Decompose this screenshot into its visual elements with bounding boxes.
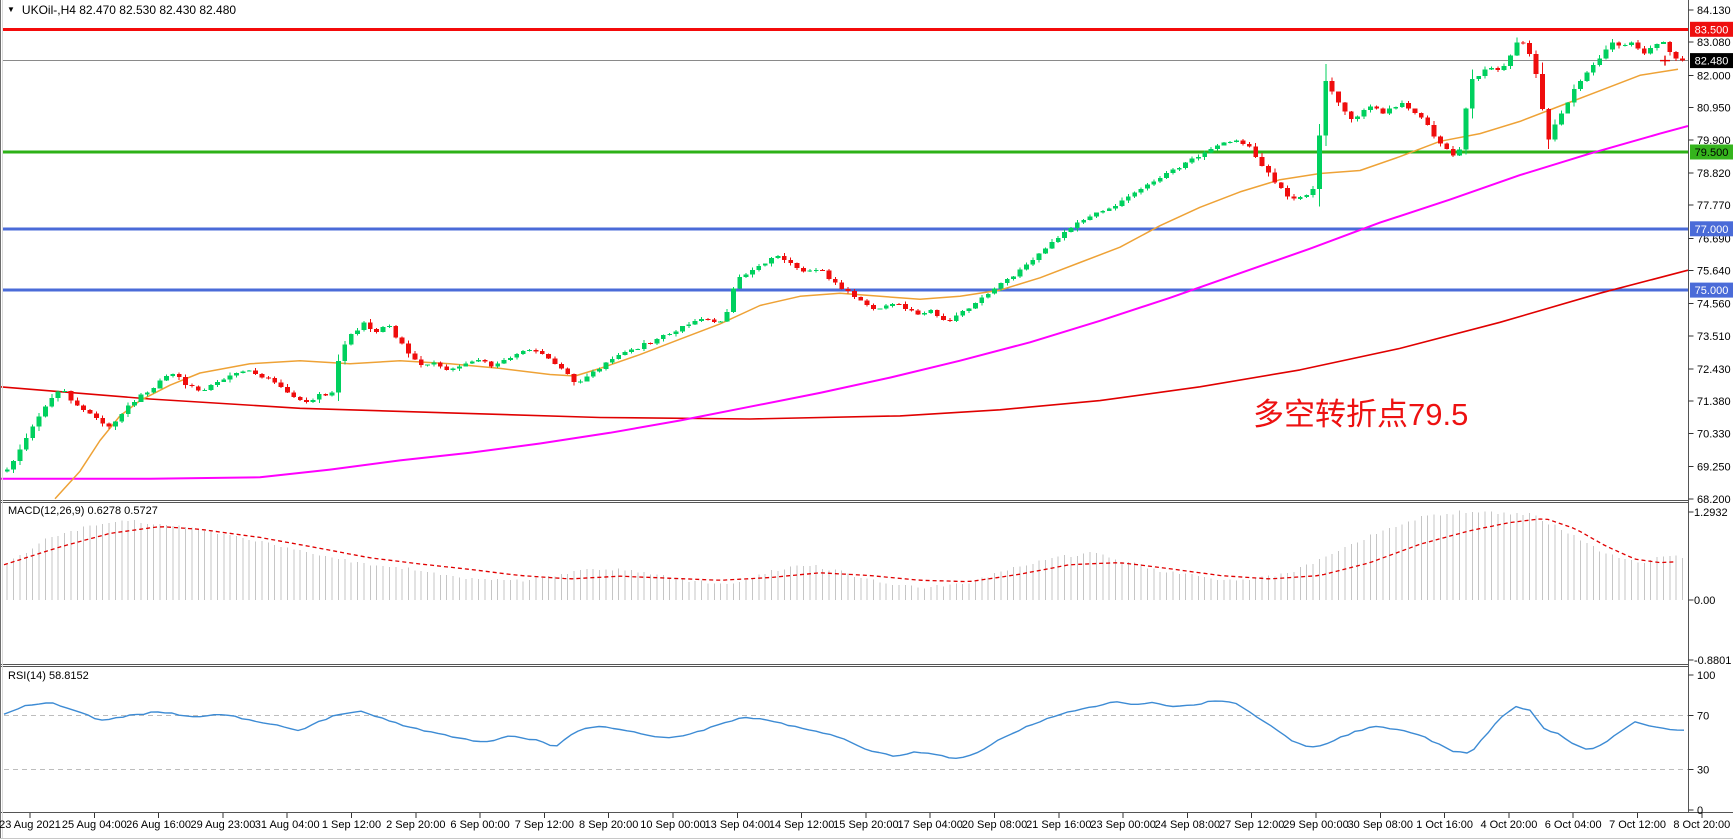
svg-text:29 Aug 23:00: 29 Aug 23:00 [190, 819, 255, 831]
chart-header: ▼ UKOil-,H4 82.470 82.530 82.430 82.480 [7, 3, 236, 17]
svg-text:17 Sep 04:00: 17 Sep 04:00 [897, 819, 962, 831]
rsi-panel-content [3, 700, 1688, 770]
svg-text:23 Sep 00:00: 23 Sep 00:00 [1090, 819, 1155, 831]
svg-text:70: 70 [1697, 711, 1709, 723]
svg-text:82.000: 82.000 [1697, 70, 1731, 82]
ma-slow-line [0, 269, 1689, 420]
svg-text:69.250: 69.250 [1697, 462, 1731, 474]
svg-text:4 Oct 20:00: 4 Oct 20:00 [1480, 819, 1537, 831]
svg-text:21 Sep 16:00: 21 Sep 16:00 [1026, 819, 1091, 831]
symbol-ohlc-label: UKOil-,H4 82.470 82.530 82.430 82.480 [21, 3, 237, 17]
svg-text:8 Oct 20:00: 8 Oct 20:00 [1673, 819, 1730, 831]
svg-text:27 Sep 12:00: 27 Sep 12:00 [1219, 819, 1284, 831]
svg-text:77.000: 77.000 [1695, 224, 1729, 236]
svg-text:0.00: 0.00 [1694, 595, 1715, 607]
svg-text:1 Oct 16:00: 1 Oct 16:00 [1416, 819, 1473, 831]
price-axis[interactable]: 84.130 83.080 82.000 80.950 79.900 78.820 77.7… [1688, 5, 1733, 506]
svg-text:0: 0 [1697, 805, 1703, 817]
svg-text:68.200: 68.200 [1697, 494, 1731, 506]
svg-text:1.2932: 1.2932 [1694, 507, 1728, 519]
svg-text:30: 30 [1697, 765, 1709, 777]
price-badge-83.500: 83.500 [1690, 21, 1733, 37]
macd-indicator-label: MACD(12,26,9) 0.6278 0.5727 [8, 505, 158, 517]
svg-text:6 Oct 04:00: 6 Oct 04:00 [1545, 819, 1602, 831]
svg-text:1 Sep 12:00: 1 Sep 12:00 [322, 819, 381, 831]
ma-fast-line [54, 68, 1679, 500]
macd-histogram [6, 510, 1683, 600]
svg-text:8 Sep 20:00: 8 Sep 20:00 [579, 819, 638, 831]
svg-text:10 Sep 00:00: 10 Sep 00:00 [640, 819, 705, 831]
svg-text:13 Sep 04:00: 13 Sep 04:00 [705, 819, 770, 831]
svg-text:70.330: 70.330 [1697, 428, 1731, 440]
svg-text:26 Aug 16:00: 26 Aug 16:00 [126, 819, 191, 831]
svg-text:82.480: 82.480 [1695, 56, 1729, 68]
svg-text:78.820: 78.820 [1697, 168, 1731, 180]
rsi-indicator-label: RSI(14) 58.8152 [8, 670, 89, 682]
svg-text:74.560: 74.560 [1697, 299, 1731, 311]
svg-text:80.950: 80.950 [1697, 103, 1731, 115]
svg-text:2 Sep 20:00: 2 Sep 20:00 [386, 819, 445, 831]
down-triangle-icon[interactable]: ▼ [7, 5, 15, 14]
trend-annotation: 多空转折点79.5 [1253, 397, 1469, 432]
svg-text:72.430: 72.430 [1697, 364, 1731, 376]
price-badge-77.000: 77.000 [1690, 221, 1733, 237]
svg-text:79.900: 79.900 [1697, 135, 1731, 147]
svg-text:75.000: 75.000 [1695, 285, 1729, 297]
svg-text:7 Sep 12:00: 7 Sep 12:00 [515, 819, 574, 831]
svg-text:25 Aug 04:00: 25 Aug 04:00 [62, 819, 127, 831]
svg-text:30 Sep 08:00: 30 Sep 08:00 [1348, 819, 1413, 831]
svg-text:100: 100 [1697, 670, 1715, 682]
svg-text:83.080: 83.080 [1697, 37, 1731, 49]
price-badge-75.000: 75.000 [1690, 282, 1733, 298]
price-badge-82.480: 82.480 [1690, 53, 1733, 69]
candlestick-series [4, 37, 1685, 474]
svg-text:31 Aug 04:00: 31 Aug 04:00 [255, 819, 320, 831]
svg-text:83.500: 83.500 [1695, 24, 1729, 36]
svg-text:7 Oct 12:00: 7 Oct 12:00 [1609, 819, 1666, 831]
price-badge-79.500: 79.500 [1690, 144, 1733, 160]
svg-text:79.500: 79.500 [1695, 147, 1729, 159]
horizontal-level-lines [2, 27, 1688, 292]
svg-text:6 Sep 00:00: 6 Sep 00:00 [450, 819, 509, 831]
svg-text:23 Aug 2021: 23 Aug 2021 [0, 819, 61, 831]
svg-text:24 Sep 08:00: 24 Sep 08:00 [1155, 819, 1220, 831]
svg-text:15 Sep 20:00: 15 Sep 20:00 [833, 819, 898, 831]
macd-signal-line [3, 518, 1677, 583]
svg-text:73.510: 73.510 [1697, 331, 1731, 343]
svg-text:14 Sep 12:00: 14 Sep 12:00 [769, 819, 834, 831]
time-axis[interactable]: 23 Aug 2021 25 Aug 04:00 26 Aug 16:00 29 Au… [0, 813, 1730, 831]
svg-text:75.640: 75.640 [1697, 265, 1731, 277]
svg-text:-0.8801: -0.8801 [1694, 655, 1731, 667]
ma-mid-line [0, 125, 1689, 480]
svg-text:20 Sep 08:00: 20 Sep 08:00 [962, 819, 1027, 831]
indicator-axes: 1.2932 0.00 -0.8801 100 70 30 0 [1688, 507, 1731, 817]
svg-text:29 Sep 00:00: 29 Sep 00:00 [1283, 819, 1348, 831]
svg-text:71.380: 71.380 [1697, 396, 1731, 408]
last-price-marker [1660, 55, 1670, 66]
svg-text:84.130: 84.130 [1697, 5, 1731, 17]
svg-text:77.770: 77.770 [1697, 200, 1731, 212]
